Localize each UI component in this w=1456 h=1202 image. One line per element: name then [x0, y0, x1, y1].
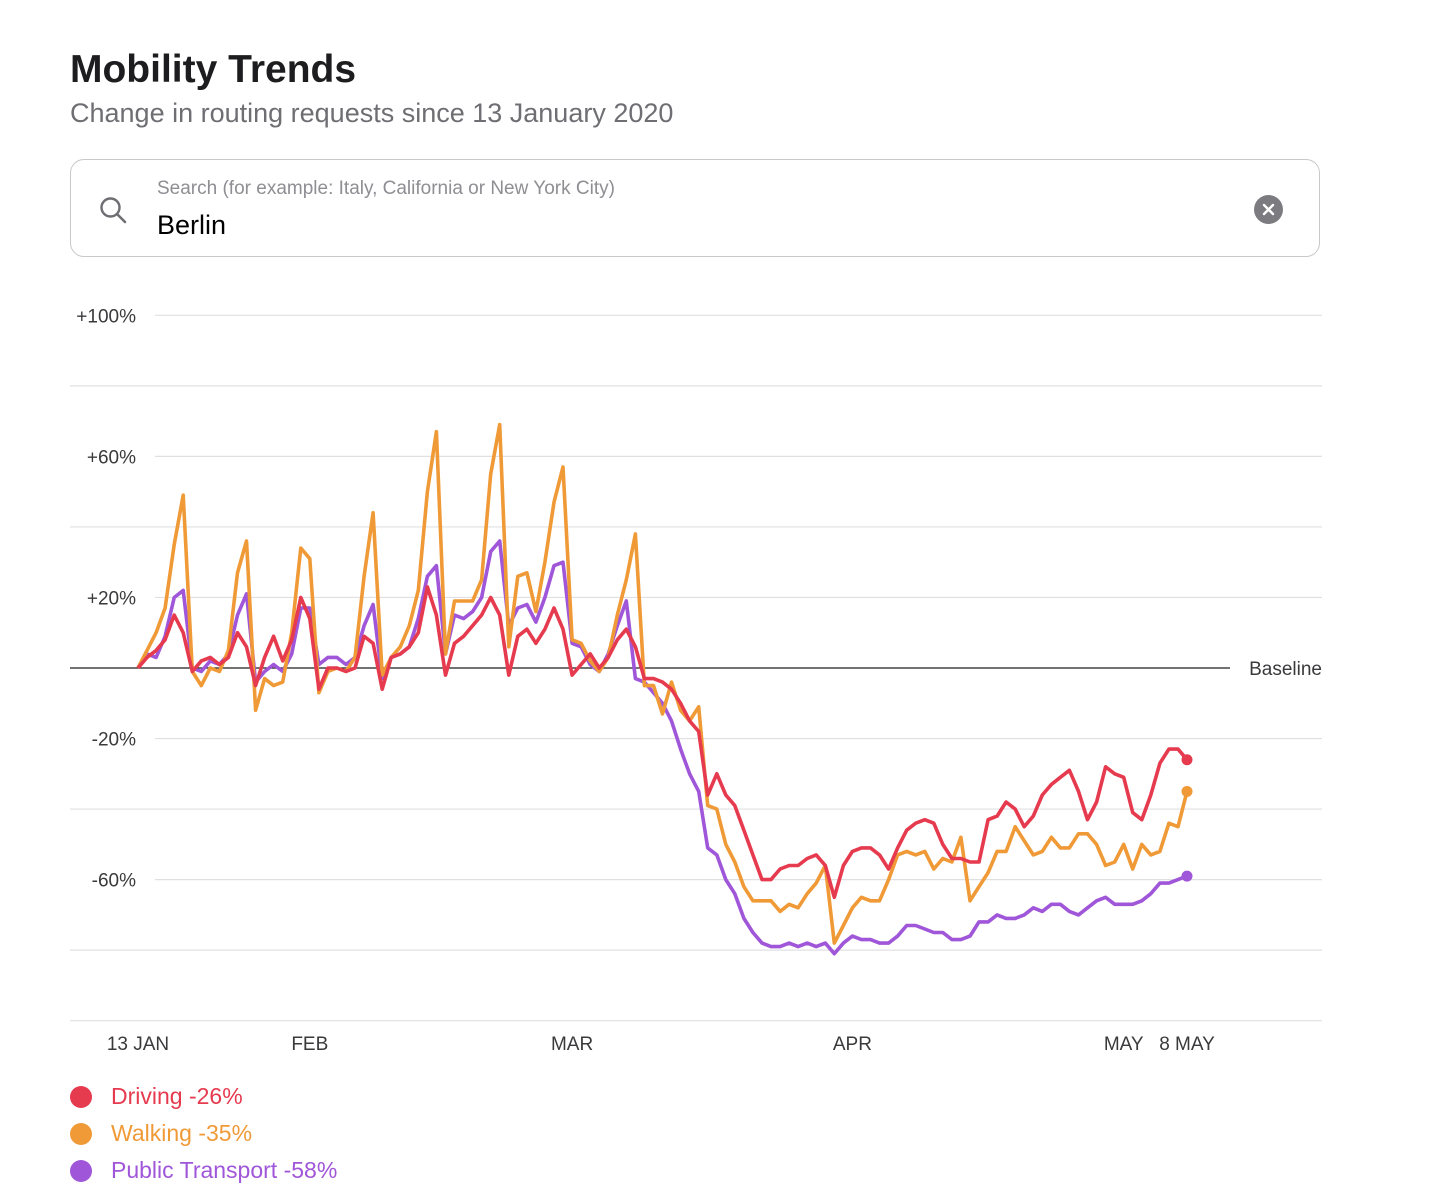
walking-line — [136, 422, 1189, 945]
legend-label: Walking -35% — [111, 1120, 253, 1146]
page-subtitle: Change in routing requests since 13 Janu… — [70, 98, 674, 128]
walking-end-point — [1181, 785, 1193, 797]
legend-dot-icon — [70, 1085, 92, 1108]
page-title: Mobility Trends — [70, 48, 357, 91]
search-input[interactable]: Berlin — [157, 210, 227, 240]
legend-label: Public Transport -58% — [111, 1157, 338, 1183]
driving-line — [136, 585, 1189, 900]
search-placeholder: Search (for example: Italy, California o… — [157, 178, 615, 199]
legend-label: Driving -26% — [111, 1083, 243, 1109]
y-tick-label: +20% — [87, 588, 136, 609]
legend-item-public-transport: Public Transport -58% — [70, 1152, 337, 1189]
x-tick-label: MAR — [551, 1034, 593, 1055]
baseline-label: Baseline — [1249, 659, 1322, 680]
legend-item-walking: Walking -35% — [70, 1115, 337, 1152]
y-tick-label: +100% — [76, 306, 136, 327]
public-transport-end-point — [1181, 870, 1193, 882]
y-tick-label: -60% — [92, 871, 136, 892]
x-tick-label: 13 JAN — [107, 1034, 169, 1055]
legend-dot-icon — [70, 1159, 92, 1182]
search-icon — [100, 197, 127, 224]
y-tick-label: +60% — [87, 447, 136, 468]
legend-item-driving: Driving -26% — [70, 1078, 337, 1115]
legend: Driving -26% Walking -35% Public Transport… — [70, 1078, 337, 1189]
legend-dot-icon — [70, 1122, 92, 1145]
x-tick-label: 8 MAY — [1159, 1034, 1215, 1055]
clear-icon[interactable] — [1254, 195, 1283, 224]
x-tick-label: APR — [833, 1034, 872, 1055]
driving-end-point — [1181, 754, 1193, 766]
x-tick-label: FEB — [291, 1034, 328, 1055]
y-tick-label: -20% — [92, 730, 136, 751]
search-box[interactable]: Search (for example: Italy, California o… — [70, 159, 1320, 257]
x-tick-label: MAY — [1104, 1034, 1144, 1055]
